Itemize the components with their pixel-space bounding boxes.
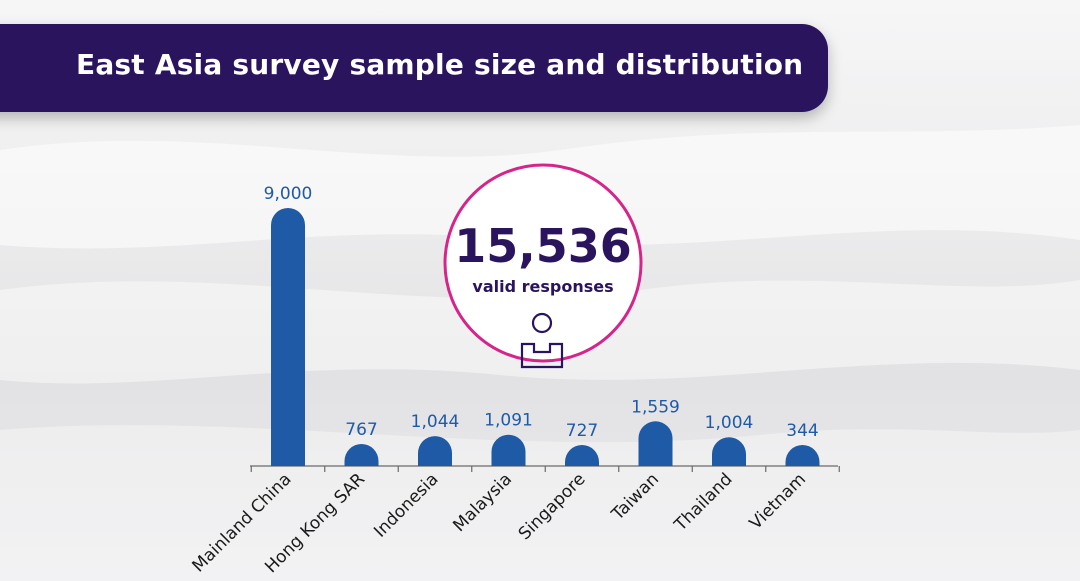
callout-number: 15,536	[454, 219, 632, 273]
bar	[785, 445, 820, 466]
callout-ring	[443, 163, 643, 363]
bar-value-label: 344	[786, 421, 818, 441]
category-label: Taiwan	[607, 469, 663, 525]
category-label: Malaysia	[449, 469, 516, 536]
bar-value-label: 1,559	[631, 397, 680, 417]
bar-value-label: 767	[345, 420, 377, 440]
callout-label: valid responses	[472, 277, 613, 296]
bar-value-label: 9,000	[264, 184, 313, 204]
value-labels: 9,000 767 1,044 1,091 727 1,559 1,004 344	[264, 184, 819, 441]
bar	[712, 437, 746, 466]
callout: 15,536 valid responses	[443, 163, 643, 369]
category-label: Singapore	[515, 469, 590, 544]
bar	[418, 436, 452, 466]
bar	[491, 434, 526, 466]
title-banner	[0, 24, 828, 112]
category-label: Thailand	[670, 469, 736, 535]
x-axis-ticks	[250, 466, 840, 472]
bar	[638, 421, 673, 466]
category-label: Vietnam	[746, 469, 810, 533]
page-title: East Asia survey sample size and distrib…	[76, 48, 804, 81]
bar	[271, 208, 305, 466]
category-label: Indonesia	[370, 469, 442, 541]
bar-value-label: 1,091	[484, 411, 533, 431]
bar	[565, 445, 599, 466]
bars	[271, 208, 820, 466]
bar-value-label: 1,044	[411, 412, 460, 432]
bar	[344, 444, 379, 466]
bar-value-label: 727	[566, 421, 598, 441]
person-icon	[520, 312, 564, 369]
bar-value-label: 1,004	[705, 413, 754, 433]
